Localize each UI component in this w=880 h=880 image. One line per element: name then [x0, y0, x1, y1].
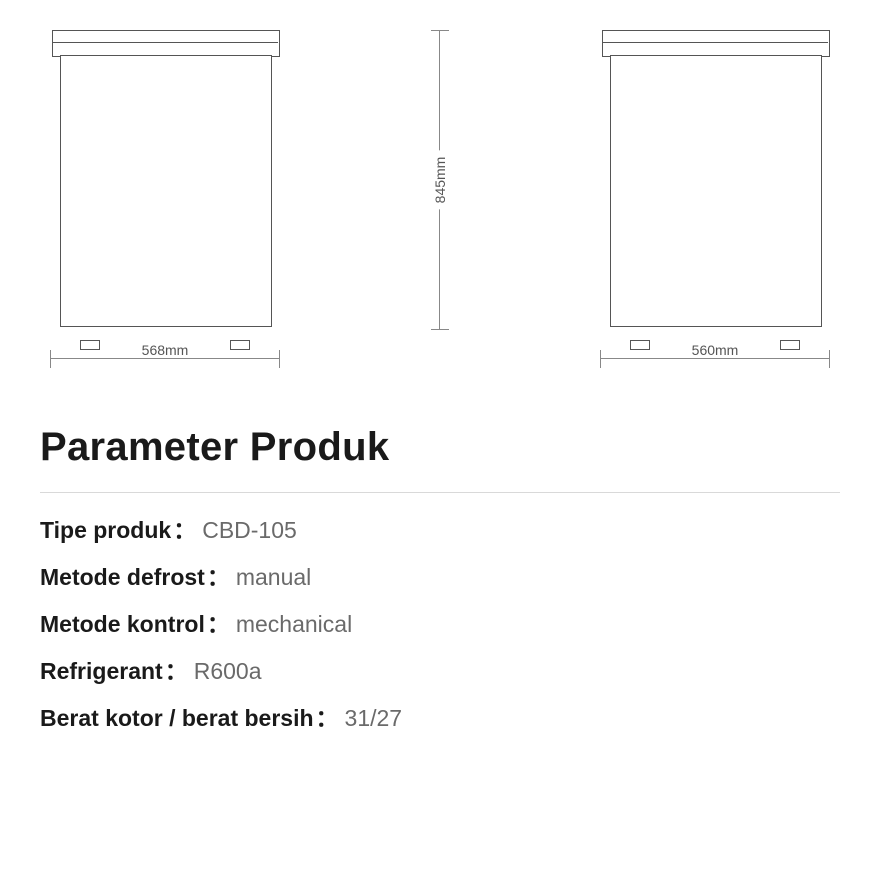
- divider: [40, 492, 840, 493]
- spec-value: R600a: [194, 658, 262, 684]
- height-dimension: 845mm: [425, 30, 455, 330]
- spec-label: Berat kotor / berat bersih: [40, 705, 314, 731]
- spec-label: Metode kontrol: [40, 611, 205, 637]
- spec-label: Metode defrost: [40, 564, 205, 590]
- side-view: 560mm: [590, 20, 840, 370]
- height-label: 845mm: [432, 151, 448, 210]
- width-dimension-left: 568mm: [50, 350, 280, 370]
- spec-row: Metode defrost：manual: [40, 566, 840, 589]
- width-label-left: 568mm: [130, 342, 200, 358]
- spec-value: 31/27: [345, 705, 403, 731]
- section-heading: Parameter Produk: [40, 425, 840, 470]
- width-dimension-right: 560mm: [600, 350, 830, 370]
- spec-value: manual: [236, 564, 311, 590]
- spec-row: Refrigerant：R600a: [40, 660, 840, 683]
- dimension-drawings: 568mm 845mm 560mm: [40, 20, 840, 370]
- front-view: 568mm: [40, 20, 290, 370]
- spec-row: Berat kotor / berat bersih：31/27: [40, 707, 840, 730]
- spec-label: Tipe produk: [40, 517, 171, 543]
- spec-row: Metode kontrol：mechanical: [40, 613, 840, 636]
- spec-value: CBD-105: [202, 517, 297, 543]
- spec-row: Tipe produk：CBD-105: [40, 519, 840, 542]
- width-label-right: 560mm: [680, 342, 750, 358]
- spec-value: mechanical: [236, 611, 352, 637]
- spec-label: Refrigerant: [40, 658, 163, 684]
- product-spec-sheet: 568mm 845mm 560mm Parameter Produk Tipe …: [0, 0, 880, 880]
